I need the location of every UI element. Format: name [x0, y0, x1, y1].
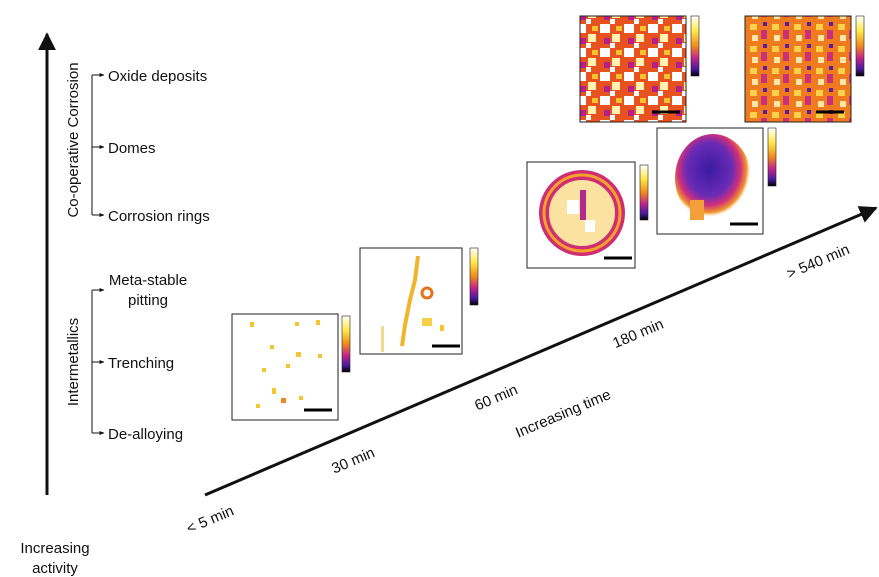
group-label: Intermetallics — [65, 318, 82, 406]
time-tick: < 5 min — [184, 502, 236, 537]
item-label: Trenching — [108, 355, 174, 372]
item-label: Corrosion rings — [108, 208, 210, 225]
item-label: Oxide deposits — [108, 68, 207, 85]
heatmap-panel — [526, 161, 649, 269]
item-label: pitting — [128, 292, 168, 309]
time-tick: 180 min — [610, 316, 666, 353]
time-tick: 30 min — [329, 444, 377, 477]
time-axis-label: Increasing time — [513, 386, 613, 441]
heatmap-panel — [231, 313, 351, 421]
axis-label: Increasing — [20, 540, 89, 557]
heatmap-panel — [656, 127, 777, 235]
axis-label: activity — [32, 560, 78, 577]
heatmap-panel — [579, 15, 700, 123]
heatmap-panel — [359, 247, 479, 355]
group-label: Co-operative Corrosion — [65, 62, 82, 217]
time-tick: 60 min — [472, 381, 520, 414]
time-arrow — [204, 206, 878, 497]
heatmap-panel — [744, 15, 865, 123]
item-label: Domes — [108, 140, 156, 157]
item-label: Meta-stable — [109, 272, 187, 289]
item-label: De-alloying — [108, 426, 183, 443]
time-tick: > 540 min — [784, 241, 852, 283]
